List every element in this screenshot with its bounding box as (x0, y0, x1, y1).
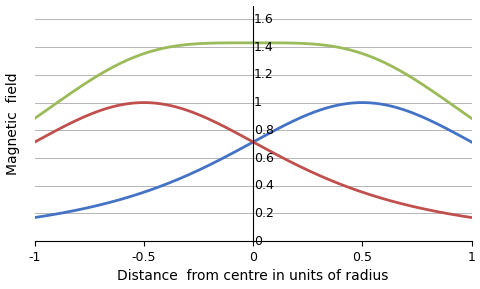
Text: 0.4: 0.4 (253, 179, 273, 192)
Text: 1.6: 1.6 (253, 13, 273, 26)
Text: 1.2: 1.2 (253, 68, 273, 81)
Text: 0.2: 0.2 (253, 207, 273, 220)
Y-axis label: Magnetic  field: Magnetic field (6, 72, 20, 175)
Text: 0.6: 0.6 (253, 151, 273, 164)
Text: 1.4: 1.4 (253, 41, 273, 54)
Text: 0.8: 0.8 (253, 124, 273, 137)
Text: 1: 1 (253, 96, 261, 109)
Text: 0: 0 (253, 235, 261, 248)
X-axis label: Distance  from centre in units of radius: Distance from centre in units of radius (117, 269, 388, 284)
